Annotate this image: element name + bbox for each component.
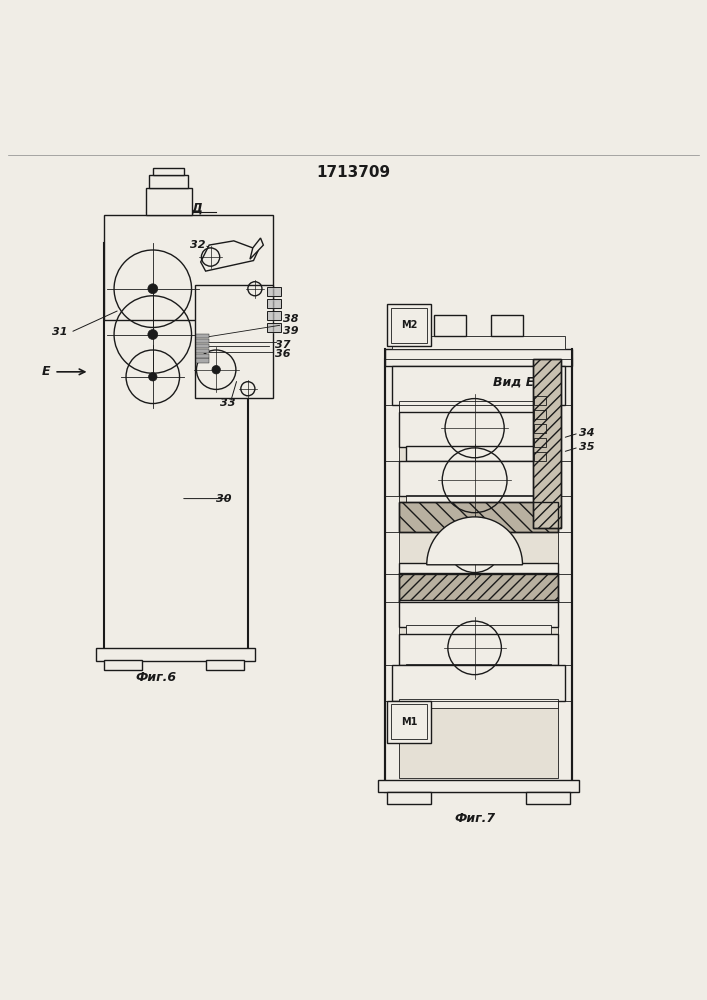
Bar <box>267 311 281 320</box>
Polygon shape <box>201 241 259 271</box>
Text: 31: 31 <box>52 327 68 337</box>
Text: 33: 33 <box>220 398 235 408</box>
Circle shape <box>212 365 221 374</box>
Circle shape <box>148 330 158 339</box>
Text: 30: 30 <box>216 494 232 504</box>
Bar <box>103 660 142 670</box>
Bar <box>146 188 192 215</box>
Bar <box>197 358 209 363</box>
Text: 39: 39 <box>283 326 298 336</box>
Bar <box>399 699 558 708</box>
Bar <box>385 349 572 366</box>
Bar <box>391 308 428 343</box>
Bar <box>103 215 272 320</box>
Bar <box>407 664 551 675</box>
Bar <box>399 401 558 412</box>
Bar <box>197 334 209 338</box>
Bar <box>399 573 558 602</box>
Text: Е: Е <box>42 365 50 378</box>
Bar <box>399 461 558 496</box>
Text: 1713709: 1713709 <box>317 165 390 180</box>
Bar <box>392 336 565 349</box>
Bar <box>197 344 209 348</box>
Text: Фиг.7: Фиг.7 <box>454 812 495 825</box>
Bar <box>534 424 546 433</box>
Bar <box>392 665 565 701</box>
Bar <box>103 243 248 651</box>
Bar <box>387 792 431 804</box>
Bar <box>267 323 281 332</box>
Bar <box>534 396 546 405</box>
Bar <box>96 648 255 661</box>
Bar <box>526 792 570 804</box>
Bar <box>391 704 428 739</box>
Text: М2: М2 <box>401 320 417 330</box>
Bar <box>387 701 431 743</box>
Bar <box>534 410 546 419</box>
Wedge shape <box>427 517 522 565</box>
Text: 38: 38 <box>283 314 298 324</box>
Text: Фиг.6: Фиг.6 <box>136 671 177 684</box>
Text: 34: 34 <box>579 428 595 438</box>
Bar <box>378 780 579 792</box>
Circle shape <box>148 284 158 294</box>
Bar <box>153 168 185 175</box>
Bar <box>385 359 572 792</box>
Bar <box>534 452 546 461</box>
Bar <box>407 446 551 461</box>
Text: 36: 36 <box>274 349 290 359</box>
Bar <box>399 373 558 778</box>
Bar <box>407 495 551 504</box>
Bar <box>399 563 558 574</box>
Bar <box>197 339 209 343</box>
Bar <box>533 359 561 528</box>
Text: 32: 32 <box>190 240 206 250</box>
Bar <box>197 349 209 353</box>
Bar <box>197 354 209 358</box>
Text: 37: 37 <box>274 340 290 350</box>
Bar <box>407 625 551 635</box>
Bar <box>399 600 558 627</box>
Bar <box>399 412 558 447</box>
Bar <box>533 359 561 528</box>
Bar <box>399 573 558 602</box>
Bar <box>267 299 281 308</box>
Bar <box>399 502 558 532</box>
Bar <box>387 304 431 346</box>
Bar <box>435 315 466 336</box>
Bar <box>399 634 558 665</box>
Text: М1: М1 <box>401 717 417 727</box>
Polygon shape <box>250 238 264 259</box>
Text: Вид Е: Вид Е <box>493 375 534 388</box>
Bar <box>491 315 522 336</box>
Bar <box>534 438 546 447</box>
Text: 35: 35 <box>579 442 595 452</box>
Bar <box>399 502 558 532</box>
Bar <box>392 366 565 405</box>
Circle shape <box>148 373 157 381</box>
Bar <box>206 660 245 670</box>
Bar <box>267 287 281 296</box>
Text: Вид Д: Вид Д <box>159 201 203 214</box>
Bar <box>149 175 188 188</box>
Bar <box>195 285 272 398</box>
